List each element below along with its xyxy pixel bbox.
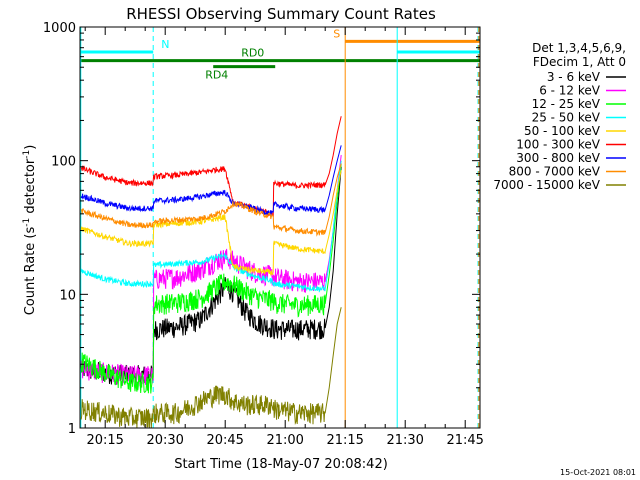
legend-label-6-12-kev: 6 - 12 keV — [539, 84, 601, 98]
y-axis-label: Count Rate (s-1 detector-1) — [22, 145, 38, 316]
x-tick-label-5: 21:30 — [386, 433, 423, 448]
x-tick-label-0: 20:15 — [86, 433, 123, 448]
x-tick-label-1: 20:30 — [146, 433, 183, 448]
legend-label-300-800-kev: 300 - 800 keV — [516, 151, 600, 165]
series-layer — [80, 116, 342, 429]
footer-timestamp: 15-Oct-2021 08:01 — [560, 468, 636, 477]
y-label-mid: detector — [23, 158, 38, 218]
legend: Det 1,3,4,5,6,9, FDecim 1, Att 0 3 - 6 k… — [493, 41, 626, 192]
flag-label-rd0: RD0 — [241, 47, 264, 60]
legend-label-25-50-kev: 25 - 50 keV — [532, 111, 601, 125]
flag-label-s: S — [333, 27, 340, 40]
series-line-12-25-kev — [80, 163, 342, 394]
series-line-7000-15000-kev — [80, 307, 342, 429]
x-tick-label-4: 21:15 — [326, 433, 363, 448]
x-axis-ticks: 20:15 20:30 20:45 21:00 21:15 21:30 21:45 — [84, 27, 484, 448]
y-label-sup-2: -1 — [22, 150, 32, 159]
x-tick-label-2: 20:45 — [206, 433, 243, 448]
plot-frame — [79, 26, 481, 429]
x-axis-label: Start Time (18-May-07 20:08:42) — [174, 457, 388, 472]
y-label-sup-1: -1 — [22, 218, 32, 227]
legend-header-line-1: Det 1,3,4,5,6,9, — [532, 41, 626, 55]
x-tick-label-3: 21:00 — [266, 433, 303, 448]
legend-label-3-6-kev: 3 - 6 keV — [547, 70, 601, 84]
y-tick-label-2: 100 — [51, 155, 76, 170]
legend-label-50-100-kev: 50 - 100 keV — [524, 124, 601, 138]
series-line-25-50-kev — [80, 160, 342, 293]
series-line-800-7000-kev — [80, 163, 342, 237]
y-tick-label-3: 1000 — [43, 21, 76, 36]
y-tick-label-0: 1 — [68, 422, 76, 437]
y-tick-label-1: 10 — [59, 288, 76, 303]
legend-label-12-25-kev: 12 - 25 keV — [532, 97, 601, 111]
flag-label-rd4: RD4 — [205, 69, 228, 82]
y-label-suffix: ) — [23, 145, 38, 150]
y-axis-ticks: 1 10 100 1000 — [43, 21, 480, 437]
x-tick-label-6: 21:45 — [446, 433, 483, 448]
legend-label-7000-15000-kev: 7000 - 15000 keV — [493, 178, 600, 192]
chart-title: RHESSI Observing Summary Count Rates — [126, 5, 436, 23]
series-line-300-800-kev — [80, 145, 342, 216]
flag-bars-layer: N RD0 RD4 S — [80, 27, 480, 82]
series-line-50-100-kev — [80, 170, 342, 276]
legend-label-100-300-kev: 100 - 300 keV — [516, 138, 600, 152]
legend-header-line-2: FDecim 1, Att 0 — [533, 55, 626, 69]
series-line-100-300-kev — [80, 116, 342, 218]
flag-label-n: N — [161, 38, 169, 51]
y-label-prefix: Count Rate (s — [23, 227, 38, 316]
legend-label-800-7000-kev: 800 - 7000 keV — [509, 165, 601, 179]
series-line-6-12-kev — [80, 155, 342, 386]
